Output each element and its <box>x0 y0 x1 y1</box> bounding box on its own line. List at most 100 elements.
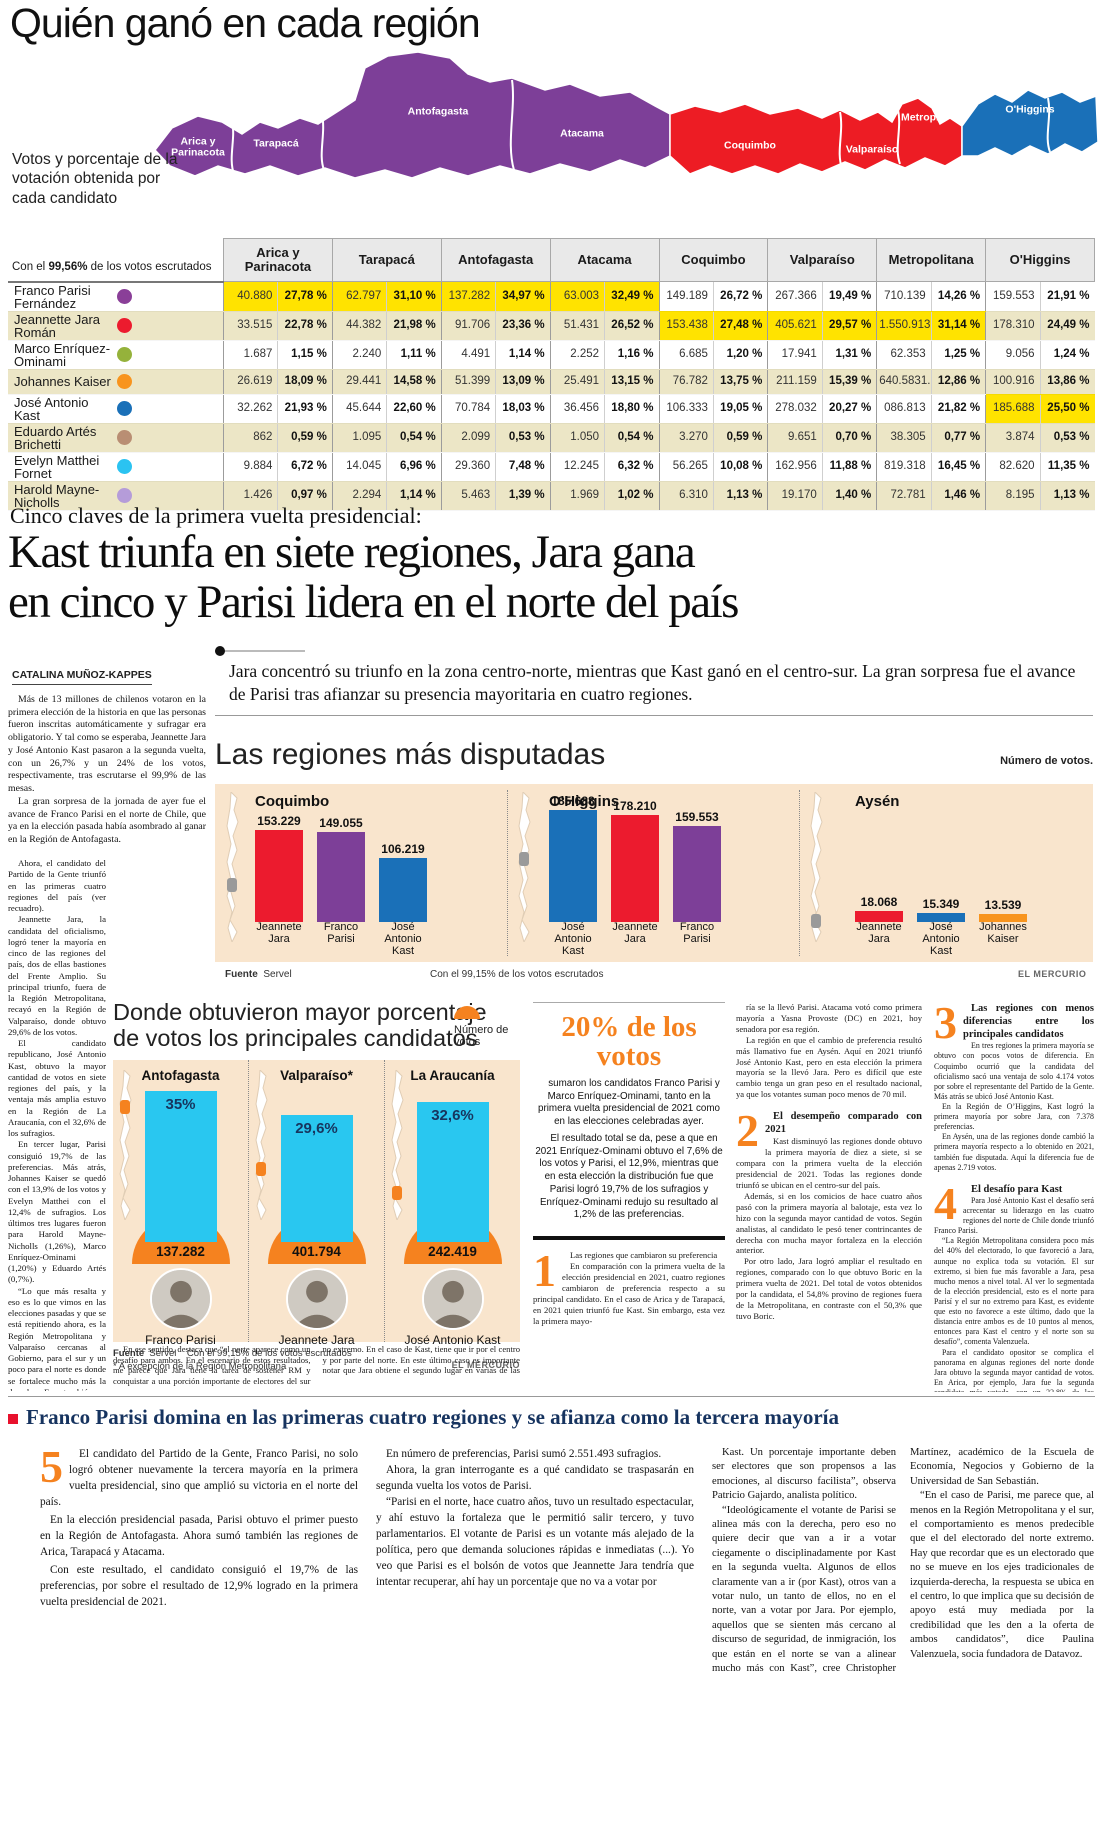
percent-cell: 0,77 % <box>930 423 986 453</box>
key-1: 1 Las regiones que cambiaron su preferenc… <box>533 1248 725 1326</box>
results-table-wrap: Con el 99,56% de los votos escrutados Ar… <box>8 238 1095 511</box>
column-callout: 20% de los votos sumaron los candidatos … <box>533 1002 725 1392</box>
percent-cell: 21,93 % <box>277 394 333 424</box>
chart2-plot-area: Antofagasta 35% 137.282 Franco Parisi Valpar… <box>113 1059 520 1347</box>
body-paragraph: En ese sentido, destaca que “el norte ap… <box>113 1344 520 1387</box>
standfirst-rule <box>215 646 305 656</box>
body-paragraph: En la Región de O’Higgins, Kast logró la… <box>934 1102 1094 1132</box>
votes-cell: 56.265 <box>658 452 714 482</box>
percent-cell: 6,72 % <box>277 452 333 482</box>
chart2-bar-area: 29,6% 401.794 <box>249 1084 384 1265</box>
body-paragraph: “Ideológicamente el votante de Parisi se… <box>712 1447 1094 1675</box>
body-paragraph: En la elección presidencial pasada, Pari… <box>40 1514 358 1559</box>
bar-rect <box>917 913 965 922</box>
percent-cell: 0,54 % <box>604 423 659 453</box>
percent-cell: 1,40 % <box>821 481 877 511</box>
key-2: 2 El desempeño comparado con 2021 Kast dis… <box>736 1108 922 1322</box>
chart2-candidate-name: Jeannete Jara <box>278 1333 355 1348</box>
bar-candidate-label: Franco Parisi <box>323 921 359 946</box>
map-label-metropolitana: Metrop. <box>901 111 939 124</box>
percent-cell: 26,52 % <box>604 311 659 341</box>
map-label-arica: Arica y Parinacota <box>171 135 225 159</box>
body-paragraph: Ahora, el candidato del Partido de la Ge… <box>8 858 106 913</box>
chart2-title-line1: Donde obtuvieron mayor porcentaje <box>113 999 487 1025</box>
chart2-title: Donde obtuvieron mayor porcentaje de vot… <box>113 999 520 1052</box>
bar-value-label: 18.068 <box>860 895 898 909</box>
key-number: 4 <box>934 1177 957 1229</box>
percent-cell: 1,13 % <box>712 481 768 511</box>
percent-cell: 7,48 % <box>495 452 551 482</box>
chart1-source: Fuente Servel <box>225 969 292 980</box>
percent-cell: 21,91 % <box>1039 281 1095 312</box>
results-table: Con el 99,56% de los votos escrutados Ar… <box>8 238 1095 511</box>
percent-cell: 1,15 % <box>277 340 333 370</box>
percent-cell: 13,75 % <box>712 369 768 395</box>
votes-cell: 405.621 <box>767 311 823 341</box>
candidate-name: Jeannette Jara Román <box>8 311 116 341</box>
table-column-header: Arica y Parinacota <box>223 238 333 282</box>
candidate-name: Eduardo Artés Brichetti <box>8 423 116 453</box>
percent-cell: 0,59 % <box>712 423 768 453</box>
table-header-row: Con el 99,56% de los votos escrutados Ar… <box>8 238 1095 283</box>
body-paragraph: En comparación con la primera vuelta de … <box>533 1260 725 1326</box>
percent-cell: 21,82 % <box>930 394 986 424</box>
percent-cell: 1,13 % <box>1039 481 1095 511</box>
chart2-bar-area: 35% 137.282 <box>113 1084 248 1265</box>
candidate-color-cell <box>115 394 224 424</box>
candidate-photo <box>421 1268 484 1331</box>
map-label-coquimbo: Coquimbo <box>724 139 776 152</box>
votes-cell: 159.553 <box>985 281 1041 312</box>
map-label-ohiggins: O'Higgins <box>1005 103 1055 116</box>
percent-cell: 1,16 % <box>604 340 659 370</box>
chart1-title: Las regiones más disputadas <box>215 738 606 771</box>
votes-cell: 29.360 <box>440 452 496 482</box>
map-label-atacama: Atacama <box>560 127 604 140</box>
body-paragraph: “Parisi en el norte, hace cuatro años, t… <box>376 1496 694 1589</box>
body-paragraph: “La Región Metropolitana considera poco … <box>934 1236 1094 1347</box>
body-paragraph: Kast disminuyó las regiones donde obtuvo… <box>736 1136 922 1191</box>
votes-cell: 25.491 <box>549 369 605 395</box>
votes-cell: 6.310 <box>658 481 714 511</box>
body-paragraph: Para el candidato opositor se complica e… <box>934 1347 1094 1392</box>
percent-cell: 22,60 % <box>386 394 442 424</box>
headline-line-1: Kast triunfa en siete regiones, Jara gan… <box>8 526 696 578</box>
chart2-candidate-name: Franco Parisi <box>145 1333 216 1348</box>
bar-rect <box>855 911 903 922</box>
percent-cell: 22,78 % <box>277 311 333 341</box>
article-column-1: Más de 13 millones de chilenos votaron e… <box>8 694 206 854</box>
candidate-color-cell <box>115 281 224 312</box>
votes-cell: 1.687 <box>222 340 278 370</box>
bar-rect <box>379 858 427 922</box>
table-row: Marco Enríquez-Ominami 1.687 1,15 % 2.240 1,… <box>8 340 1095 370</box>
bar-rect <box>673 826 721 922</box>
chart2-panel: Valparaíso* 29,6% 401.794 Jeannete Jara <box>248 1059 384 1347</box>
chart1-bar: 159.553 <box>673 811 721 922</box>
votes-cell: 32.262 <box>222 394 278 424</box>
bottom-section-rule <box>8 1396 1095 1397</box>
page-title: Quién ganó en cada región <box>10 0 481 46</box>
votes-cell: 51.431 <box>549 311 605 341</box>
chart1-bar-labels: José Antonio Kast Jeannete Jara Franco Par… <box>549 921 721 958</box>
table-row: Franco Parisi Fernández 40.880 27,78 % 62.7… <box>8 281 1095 312</box>
chart1-bar: 18.068 <box>855 896 903 922</box>
chart1-group: Aysén 18.068 15.349 13.539 Jeannete Jara José… <box>855 784 1027 962</box>
votes-cell: 38.305 <box>876 423 932 453</box>
chart2-footnote: * A excepción de la Región Metropolitana <box>113 1360 287 1372</box>
candidate-color-cell <box>115 481 224 511</box>
percent-cell: 11,35 % <box>1039 452 1095 482</box>
chile-silhouette-icon <box>252 1068 272 1225</box>
chart1-separator <box>507 790 508 956</box>
percent-cell: 1,14 % <box>386 481 442 511</box>
headline-line-2: en cinco y Parisi lidera en el norte del… <box>8 575 739 628</box>
chart2-panel: La Araucanía 32,6% 242.419 José Antonio Kas… <box>384 1059 520 1347</box>
chart1-group: O'Higgins 185.688 178.210 159.553 José Anton… <box>549 784 721 962</box>
percent-cell: 0,54 % <box>386 423 442 453</box>
votes-cell: 33.515 <box>222 311 278 341</box>
candidate-name: Marco Enríquez-Ominami <box>8 340 116 370</box>
percent-cell: 20,27 % <box>821 394 877 424</box>
percent-cell: 0,97 % <box>277 481 333 511</box>
votes-cell: 17.941 <box>767 340 823 370</box>
percent-cell: 1,25 % <box>930 340 986 370</box>
table-note: Con el 99,56% de los votos escrutados <box>8 238 224 283</box>
bottom-column-2: En número de preferencias, Parisi sumó 2… <box>376 1446 694 1834</box>
